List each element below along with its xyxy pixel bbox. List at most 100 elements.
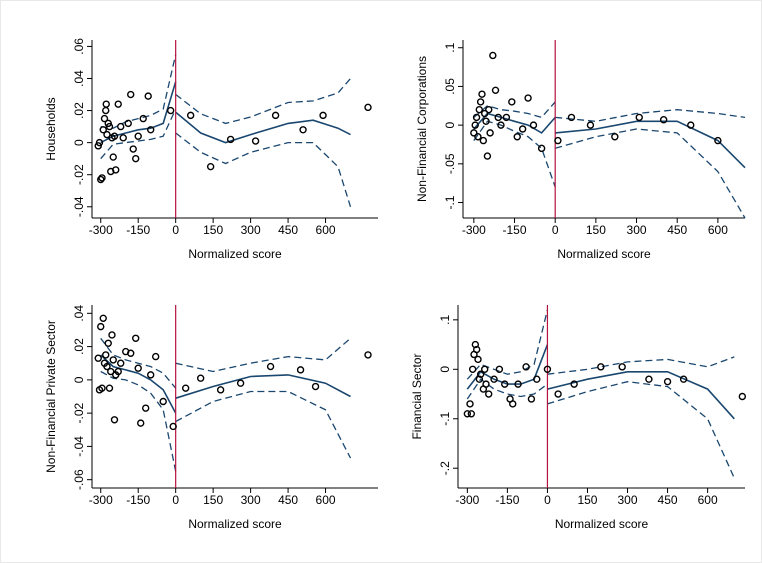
- point: [472, 113, 481, 122]
- point: [475, 375, 484, 383]
- point: [497, 121, 505, 129]
- point: [95, 138, 104, 147]
- point: [482, 380, 490, 388]
- point: [485, 390, 493, 398]
- point: [714, 136, 722, 145]
- fit-line: [100, 354, 351, 414]
- y-axis-title: Non-Financial Private Sector: [44, 320, 58, 473]
- y-axis-title: Financial Sector: [410, 353, 424, 439]
- point: [472, 345, 481, 354]
- point: [266, 362, 275, 371]
- point: [479, 136, 488, 145]
- point: [687, 121, 695, 129]
- point: [236, 379, 245, 387]
- y-tick-label: .06: [72, 38, 86, 55]
- point: [159, 397, 167, 406]
- y-tick-label: -.2: [438, 461, 452, 475]
- fit-line: [473, 120, 746, 219]
- point: [181, 384, 190, 392]
- point: [364, 103, 372, 112]
- point: [537, 144, 546, 153]
- x-tick-label: 450: [278, 493, 298, 507]
- y-tick-label: .05: [443, 78, 457, 95]
- point: [471, 340, 480, 349]
- x-tick-label: 300: [627, 223, 647, 237]
- point: [100, 114, 109, 123]
- point: [146, 371, 155, 379]
- point: [476, 370, 485, 378]
- x-tick-label: 600: [316, 223, 336, 237]
- point: [97, 322, 105, 331]
- point: [502, 113, 511, 122]
- y-tick-label: .1: [443, 42, 457, 52]
- point: [467, 410, 476, 418]
- y-tick-label: .04: [72, 70, 86, 87]
- x-tick-label: 0: [552, 223, 559, 237]
- point: [117, 122, 125, 131]
- point: [98, 384, 106, 392]
- point: [480, 365, 489, 373]
- x-tick-label: 150: [203, 493, 223, 507]
- fit-line: [100, 108, 352, 207]
- point: [103, 130, 111, 139]
- x-tick-label: -150: [126, 223, 150, 237]
- point: [129, 145, 137, 153]
- point: [196, 374, 205, 382]
- point: [486, 129, 494, 137]
- y-tick-label: .04: [72, 305, 86, 322]
- x-tick-label: 150: [577, 493, 597, 507]
- point: [475, 105, 483, 114]
- point: [206, 162, 215, 171]
- x-tick-label: 150: [586, 223, 606, 237]
- point: [102, 351, 110, 359]
- x-tick-label: -150: [126, 493, 150, 507]
- point: [738, 392, 747, 401]
- point: [137, 419, 145, 427]
- point: [635, 113, 643, 122]
- point: [99, 126, 107, 134]
- point: [112, 166, 120, 174]
- point: [105, 122, 114, 131]
- y-tick-label: 0: [438, 366, 452, 373]
- x-tick-label: 450: [278, 223, 298, 237]
- point: [471, 121, 479, 129]
- fit-line: [100, 81, 351, 144]
- panel: -.2 -.1 0 .1 -300 -150 0 150 300 450 600 Normalized…: [410, 305, 747, 531]
- point: [495, 365, 504, 373]
- point: [132, 154, 140, 163]
- point: [483, 152, 492, 160]
- y-tick-label: -.06: [72, 469, 86, 490]
- y-tick-label: -.02: [72, 402, 86, 423]
- y-axis-title: Non-Financial Corporations: [415, 56, 429, 202]
- point: [518, 125, 527, 133]
- x-tick-label: -300: [89, 493, 113, 507]
- point: [127, 90, 135, 99]
- x-tick-label: 300: [241, 223, 261, 237]
- point: [527, 395, 536, 403]
- point: [124, 119, 132, 128]
- point: [108, 331, 116, 339]
- point: [146, 126, 155, 134]
- point: [611, 133, 619, 141]
- point: [127, 349, 135, 357]
- point: [597, 363, 605, 371]
- point: [529, 121, 538, 129]
- y-tick-label: -.1: [438, 411, 452, 425]
- point: [522, 363, 530, 371]
- x-tick-label: 450: [667, 223, 687, 237]
- point: [513, 133, 521, 141]
- x-tick-label: -150: [503, 223, 527, 237]
- y-tick-label: -.02: [72, 164, 86, 185]
- point: [299, 126, 307, 134]
- point: [509, 400, 517, 408]
- point: [109, 153, 117, 161]
- y-tick-label: -.04: [72, 436, 86, 457]
- point: [104, 339, 112, 347]
- y-tick-label: -.05: [443, 153, 457, 174]
- point: [480, 109, 489, 118]
- point: [489, 51, 497, 60]
- point: [659, 116, 668, 124]
- y-tick-label: 0: [72, 376, 86, 383]
- y-tick-label: .02: [72, 338, 86, 355]
